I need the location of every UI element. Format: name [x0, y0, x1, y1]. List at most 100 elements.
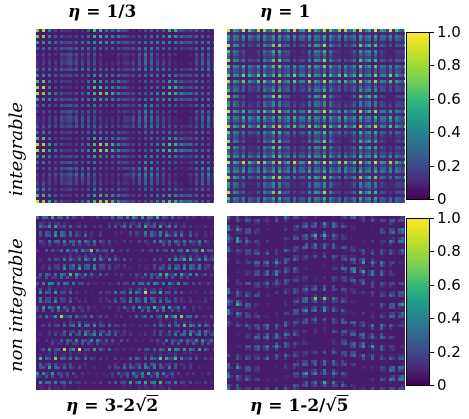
- heatmap-cell: [293, 56, 296, 59]
- heatmap-cell: [144, 225, 147, 228]
- heatmap-cell: [320, 146, 323, 149]
- heatmap-cell: [275, 56, 278, 59]
- heatmap-cell: [308, 161, 311, 164]
- heatmap-cell: [189, 53, 192, 56]
- heatmap-cell: [36, 119, 39, 122]
- heatmap-cell: [344, 107, 347, 110]
- heatmap-cell: [117, 137, 120, 140]
- heatmap-cell: [257, 104, 260, 107]
- heatmap-cell: [230, 89, 233, 92]
- heatmap-cell: [242, 167, 245, 170]
- heatmap-cell: [326, 173, 329, 176]
- heatmap-cell: [320, 29, 323, 32]
- heatmap-cell: [192, 188, 195, 191]
- heatmap-cell: [326, 191, 329, 194]
- heatmap-cell: [380, 77, 383, 80]
- heatmap-cell: [383, 59, 386, 62]
- heatmap-cell: [275, 128, 278, 131]
- heatmap-cell: [341, 110, 344, 113]
- heatmap-cell: [275, 116, 278, 119]
- heatmap-cell: [117, 222, 120, 225]
- heatmap-cell: [192, 92, 195, 95]
- heatmap-cell: [195, 173, 198, 176]
- heatmap-cell: [126, 122, 129, 125]
- heatmap-cell: [168, 56, 171, 59]
- heatmap-cell: [290, 152, 293, 155]
- heatmap-cell: [168, 161, 171, 164]
- heatmap-cell: [395, 170, 398, 173]
- heatmap-cell: [365, 44, 368, 47]
- heatmap-cell: [275, 83, 278, 86]
- heatmap-cell: [317, 146, 320, 149]
- heatmap-cell: [230, 47, 233, 50]
- heatmap-cell: [63, 119, 66, 122]
- heatmap-cell: [248, 161, 251, 164]
- heatmap-cell: [320, 62, 323, 65]
- heatmap-cell: [180, 200, 183, 203]
- heatmap-cell: [93, 113, 96, 116]
- heatmap-cell: [311, 137, 314, 140]
- heatmap-cell: [353, 185, 356, 188]
- heatmap-cell: [36, 80, 39, 83]
- heatmap-cell: [356, 140, 359, 143]
- heatmap-cell: [350, 197, 353, 200]
- heatmap-cell: [389, 59, 392, 62]
- heatmap-cell: [377, 29, 380, 32]
- heatmap-cell: [326, 200, 329, 203]
- heatmap-cell: [371, 125, 374, 128]
- heatmap-cell: [138, 53, 141, 56]
- heatmap-cell: [105, 167, 108, 170]
- heatmap-cell: [341, 119, 344, 122]
- heatmap-cell: [233, 104, 236, 107]
- heatmap-cell: [54, 35, 57, 38]
- heatmap-cell: [305, 197, 308, 200]
- heatmap-cell: [347, 116, 350, 119]
- heatmap-cell: [180, 29, 183, 32]
- heatmap-cell: [263, 38, 266, 41]
- heatmap-cell: [242, 32, 245, 35]
- heatmap-cell: [263, 47, 266, 50]
- heatmap-cell: [269, 77, 272, 80]
- heatmap-cell: [93, 74, 96, 77]
- heatmap-cell: [260, 200, 263, 203]
- heatmap-cell: [75, 41, 78, 44]
- heatmap-cell: [299, 188, 302, 191]
- heatmap-cell: [174, 185, 177, 188]
- heatmap-cell: [245, 65, 248, 68]
- heatmap-cell: [257, 158, 260, 161]
- heatmap-cell: [293, 170, 296, 173]
- heatmap-cell: [162, 41, 165, 44]
- heatmap-cell: [69, 74, 72, 77]
- heatmap-cell: [248, 53, 251, 56]
- heatmap-cell: [195, 170, 198, 173]
- heatmap-cell: [230, 125, 233, 128]
- heatmap-cell: [245, 164, 248, 167]
- heatmap-cell: [195, 161, 198, 164]
- heatmap-cell: [314, 71, 317, 74]
- heatmap-cell: [284, 44, 287, 47]
- heatmap-cell: [189, 98, 192, 101]
- heatmap-cell: [278, 104, 281, 107]
- heatmap-cell: [150, 185, 153, 188]
- heatmap-cell: [66, 56, 69, 59]
- heatmap-cell: [392, 167, 395, 170]
- heatmap-cell: [269, 194, 272, 197]
- heatmap-cell: [165, 216, 168, 219]
- heatmap-cell: [353, 98, 356, 101]
- heatmap-cell: [329, 134, 332, 137]
- heatmap-cell: [239, 89, 242, 92]
- heatmap-cell: [389, 35, 392, 38]
- heatmap-cell: [245, 170, 248, 173]
- heatmap-cell: [317, 98, 320, 101]
- heatmap-cell: [299, 143, 302, 146]
- heatmap-cell: [275, 74, 278, 77]
- heatmap-cell: [317, 125, 320, 128]
- heatmap-cell: [129, 35, 132, 38]
- heatmap-cell: [278, 95, 281, 98]
- heatmap-cell: [174, 161, 177, 164]
- heatmap-cell: [311, 167, 314, 170]
- heatmap-cell: [383, 53, 386, 56]
- heatmap-cell: [138, 110, 141, 113]
- heatmap-cell: [132, 98, 135, 101]
- heatmap-cell: [347, 86, 350, 89]
